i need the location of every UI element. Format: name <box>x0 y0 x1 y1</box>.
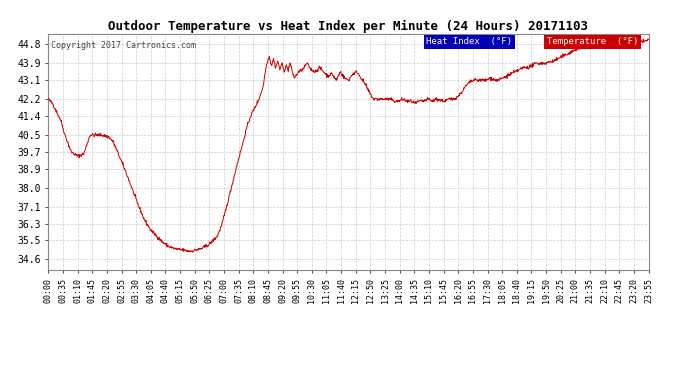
Title: Outdoor Temperature vs Heat Index per Minute (24 Hours) 20171103: Outdoor Temperature vs Heat Index per Mi… <box>108 20 589 33</box>
Text: Heat Index  (°F): Heat Index (°F) <box>426 37 513 46</box>
Text: Temperature  (°F): Temperature (°F) <box>546 37 638 46</box>
Text: Copyright 2017 Cartronics.com: Copyright 2017 Cartronics.com <box>51 41 196 50</box>
